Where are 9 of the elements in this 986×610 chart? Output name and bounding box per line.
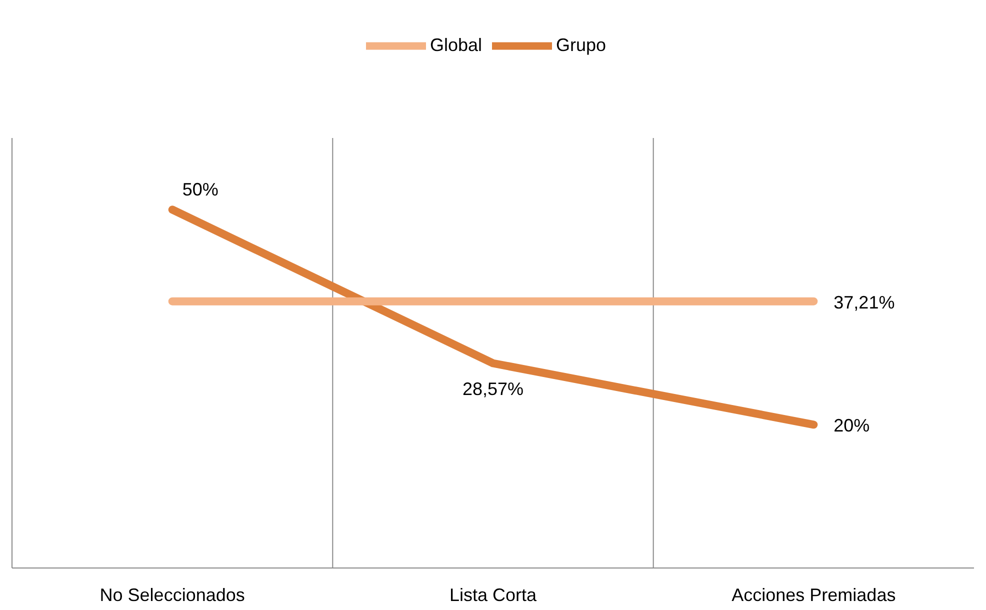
data-label: 50% <box>182 180 218 200</box>
x-tick-label: Lista Corta <box>449 584 538 605</box>
x-tick-label: Acciones Premiadas <box>732 584 896 605</box>
legend-label: Grupo <box>556 34 606 55</box>
data-label: 28,57% <box>462 379 524 400</box>
data-label: 37,21% <box>834 292 895 312</box>
legend-label: Global <box>430 34 482 55</box>
data-label: 20% <box>834 416 870 436</box>
x-tick-label: No Seleccionados <box>100 584 245 605</box>
